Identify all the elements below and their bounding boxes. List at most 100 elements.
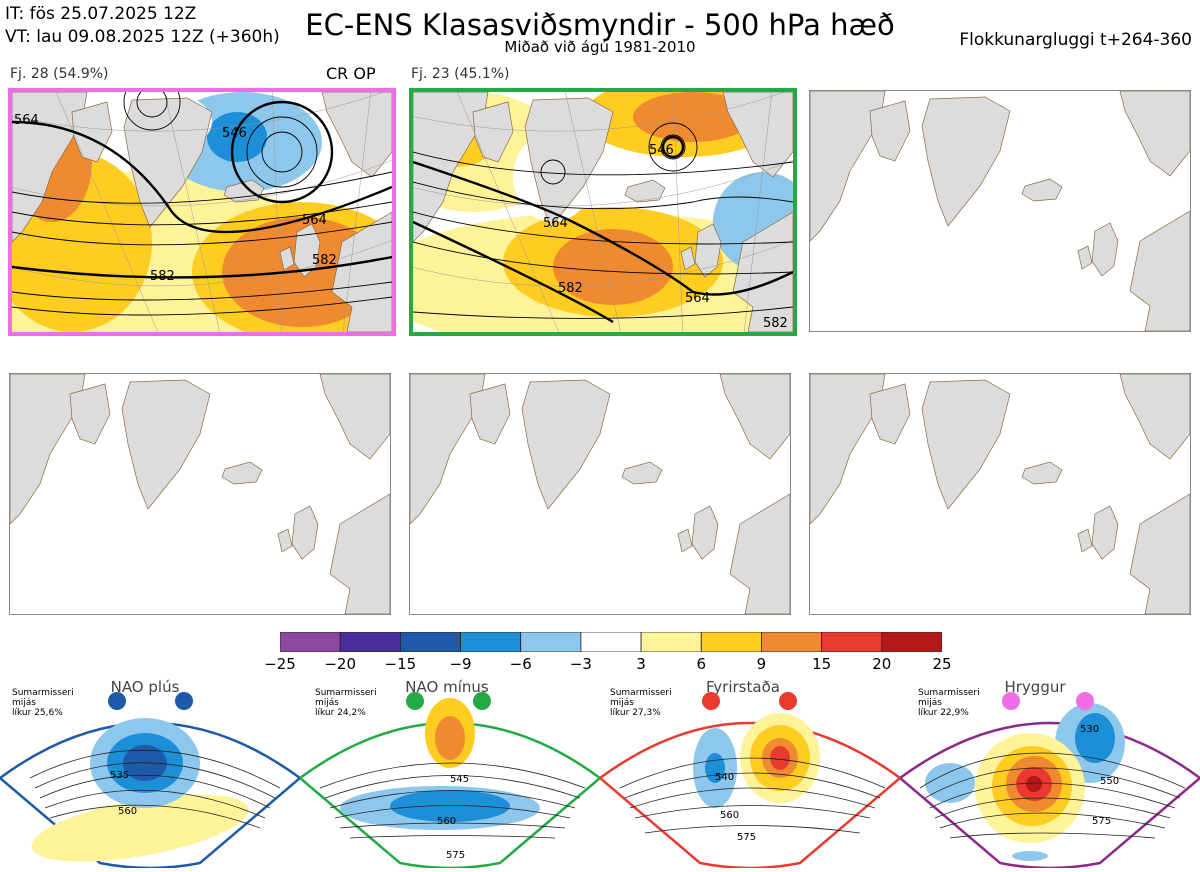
regime-map-nao-minus: 545 560 575 [297,698,603,870]
colorbar-swatch [399,631,461,653]
contour-label: 582 [763,316,788,331]
regime-meta: Sumarmisseri mijás líkur 27,3% [610,688,672,718]
colorbar-tick-label: 3 [636,655,646,673]
colorbar-tick-label: 25 [932,655,952,673]
contour-label: 582 [150,269,175,284]
regime-mean: mijás [12,698,36,708]
empty-map-6 [810,374,1190,614]
classification-window: Flokkunargluggi t+264-360 [959,30,1192,50]
colorbar-tick-label: 6 [696,655,707,673]
contour-label: 560 [118,806,137,817]
contour-label: 560 [437,816,456,827]
empty-map-4 [10,374,390,614]
colorbar-ticks: −25 −20 −15 −9 −6 −3 3 6 9 15 20 25 [264,655,951,675]
colorbar-tick-label: −9 [449,655,472,673]
colorbar-tick-label: 15 [812,655,832,673]
regime-season: Sumarmisseri [610,688,672,698]
contour-label: 575 [1092,816,1111,827]
colorbar-tick-label: −6 [509,655,532,673]
colorbar-swatch [761,631,823,653]
regime-title: NAO plús [110,678,180,696]
contour-label: 550 [1100,776,1119,787]
cluster-panel-2: 546 564 582 564 582 [409,88,797,336]
regime-dot [779,692,797,710]
contour-label: 582 [558,281,583,296]
regime-dot [108,692,126,710]
regime-season: Sumarmisseri [918,688,980,698]
regime-map-blocking: 540 560 575 [597,713,903,870]
regime-map-nao-plus: 535 560 [0,718,303,870]
regime-meta: Sumarmisseri mijás líkur 24,2% [315,688,377,718]
regime-season: Sumarmisseri [315,688,377,698]
empty-map-5 [410,374,790,614]
contour-label: 575 [446,850,465,861]
regime-nao-plus: 535 560 NAO plús Sumarmisseri mijás líku… [0,678,303,870]
colorbar [279,631,943,653]
colorbar-swatch [460,631,522,653]
cluster-label-2: Fj. 23 (45.1%) [411,66,510,82]
regime-season: Sumarmisseri [12,688,74,698]
contour-label: 540 [715,772,734,783]
regime-dot [406,692,424,710]
colorbar-swatch [520,631,582,653]
colorbar-tick-label: −15 [384,655,417,673]
colorbar-tick-label: 20 [872,655,892,673]
colorbar-swatches [279,631,943,653]
regime-meta: Sumarmisseri mijás líkur 25,6% [12,688,74,718]
regime-dot [702,692,720,710]
regime-dot [1076,692,1094,710]
init-time-line: IT: fös 25.07.2025 12Z [5,4,197,24]
colorbar-swatch [881,631,943,653]
regime-meta: Sumarmisseri mijás líkur 22,9% [918,688,980,718]
contour-label: 546 [222,126,247,141]
contour-label: 564 [543,216,568,231]
contour-label: 575 [737,832,756,843]
regime-blocking: 540 560 575 Fyrirstaða Sumarmisseri mijá… [597,678,903,870]
contour-label: 535 [110,770,129,781]
contour-label: 582 [312,253,337,268]
contour-label: 564 [14,113,39,128]
cluster-map-1: 564 546 564 582 582 [12,92,392,332]
regime-mean: mijás [315,698,339,708]
regime-dot [473,692,491,710]
regime-dot [175,692,193,710]
colorbar-tick-label: −3 [569,655,592,673]
colorbar-tick-label: 9 [756,655,767,673]
regime-probability: líkur 22,9% [918,708,969,718]
contour-label: 564 [302,213,327,228]
regime-probability: líkur 25,6% [12,708,63,718]
regime-title: Fyrirstaða [706,678,780,696]
cluster-map-2: 546 564 582 564 582 [413,92,793,332]
contour-label: 546 [649,143,674,158]
colorbar-tick-label: −20 [324,655,356,673]
colorbar-swatch [580,631,642,653]
cluster-panel-5 [409,373,791,615]
colorbar-swatch [279,631,341,653]
colorbar-swatch [339,631,401,653]
page-title: EC-ENS Klasasviðsmyndir - 500 hPa hæð [305,8,895,42]
cluster-panel-4 [9,373,391,615]
regime-map-ridge: 530 550 575 [897,703,1200,870]
regime-ridge: 530 550 575 Hryggur Sumarmisseri mijás l… [897,678,1200,870]
colorbar-swatch [640,631,702,653]
colorbar-swatch [821,631,883,653]
regime-title: NAO mínus [405,678,489,696]
regime-dot [1002,692,1020,710]
cluster-label-1: Fj. 28 (54.9%) [10,66,109,82]
regime-probability: líkur 24,2% [315,708,366,718]
regime-mean: mijás [610,698,634,708]
regime-mean: mijás [918,698,942,708]
contour-label: 564 [685,291,710,306]
contour-label: 545 [450,774,469,785]
cluster-panel-6 [809,373,1191,615]
contour-label: 560 [720,810,739,821]
cluster-panel-3 [809,90,1191,332]
regime-nao-minus: 545 560 575 NAO mínus Sumarmisseri mijás… [297,678,603,870]
regime-probability: líkur 27,3% [610,708,661,718]
colorbar-swatch [700,631,762,653]
page-subtitle: Miðað við ágú 1981-2010 [504,38,696,56]
contour-label: 530 [1080,724,1099,735]
header-run-info: IT: fös 25.07.2025 12Z VT: lau 09.08.202… [5,3,280,49]
colorbar-tick-label: −25 [264,655,296,673]
valid-time-line: VT: lau 09.08.2025 12Z (+360h) [5,27,280,47]
